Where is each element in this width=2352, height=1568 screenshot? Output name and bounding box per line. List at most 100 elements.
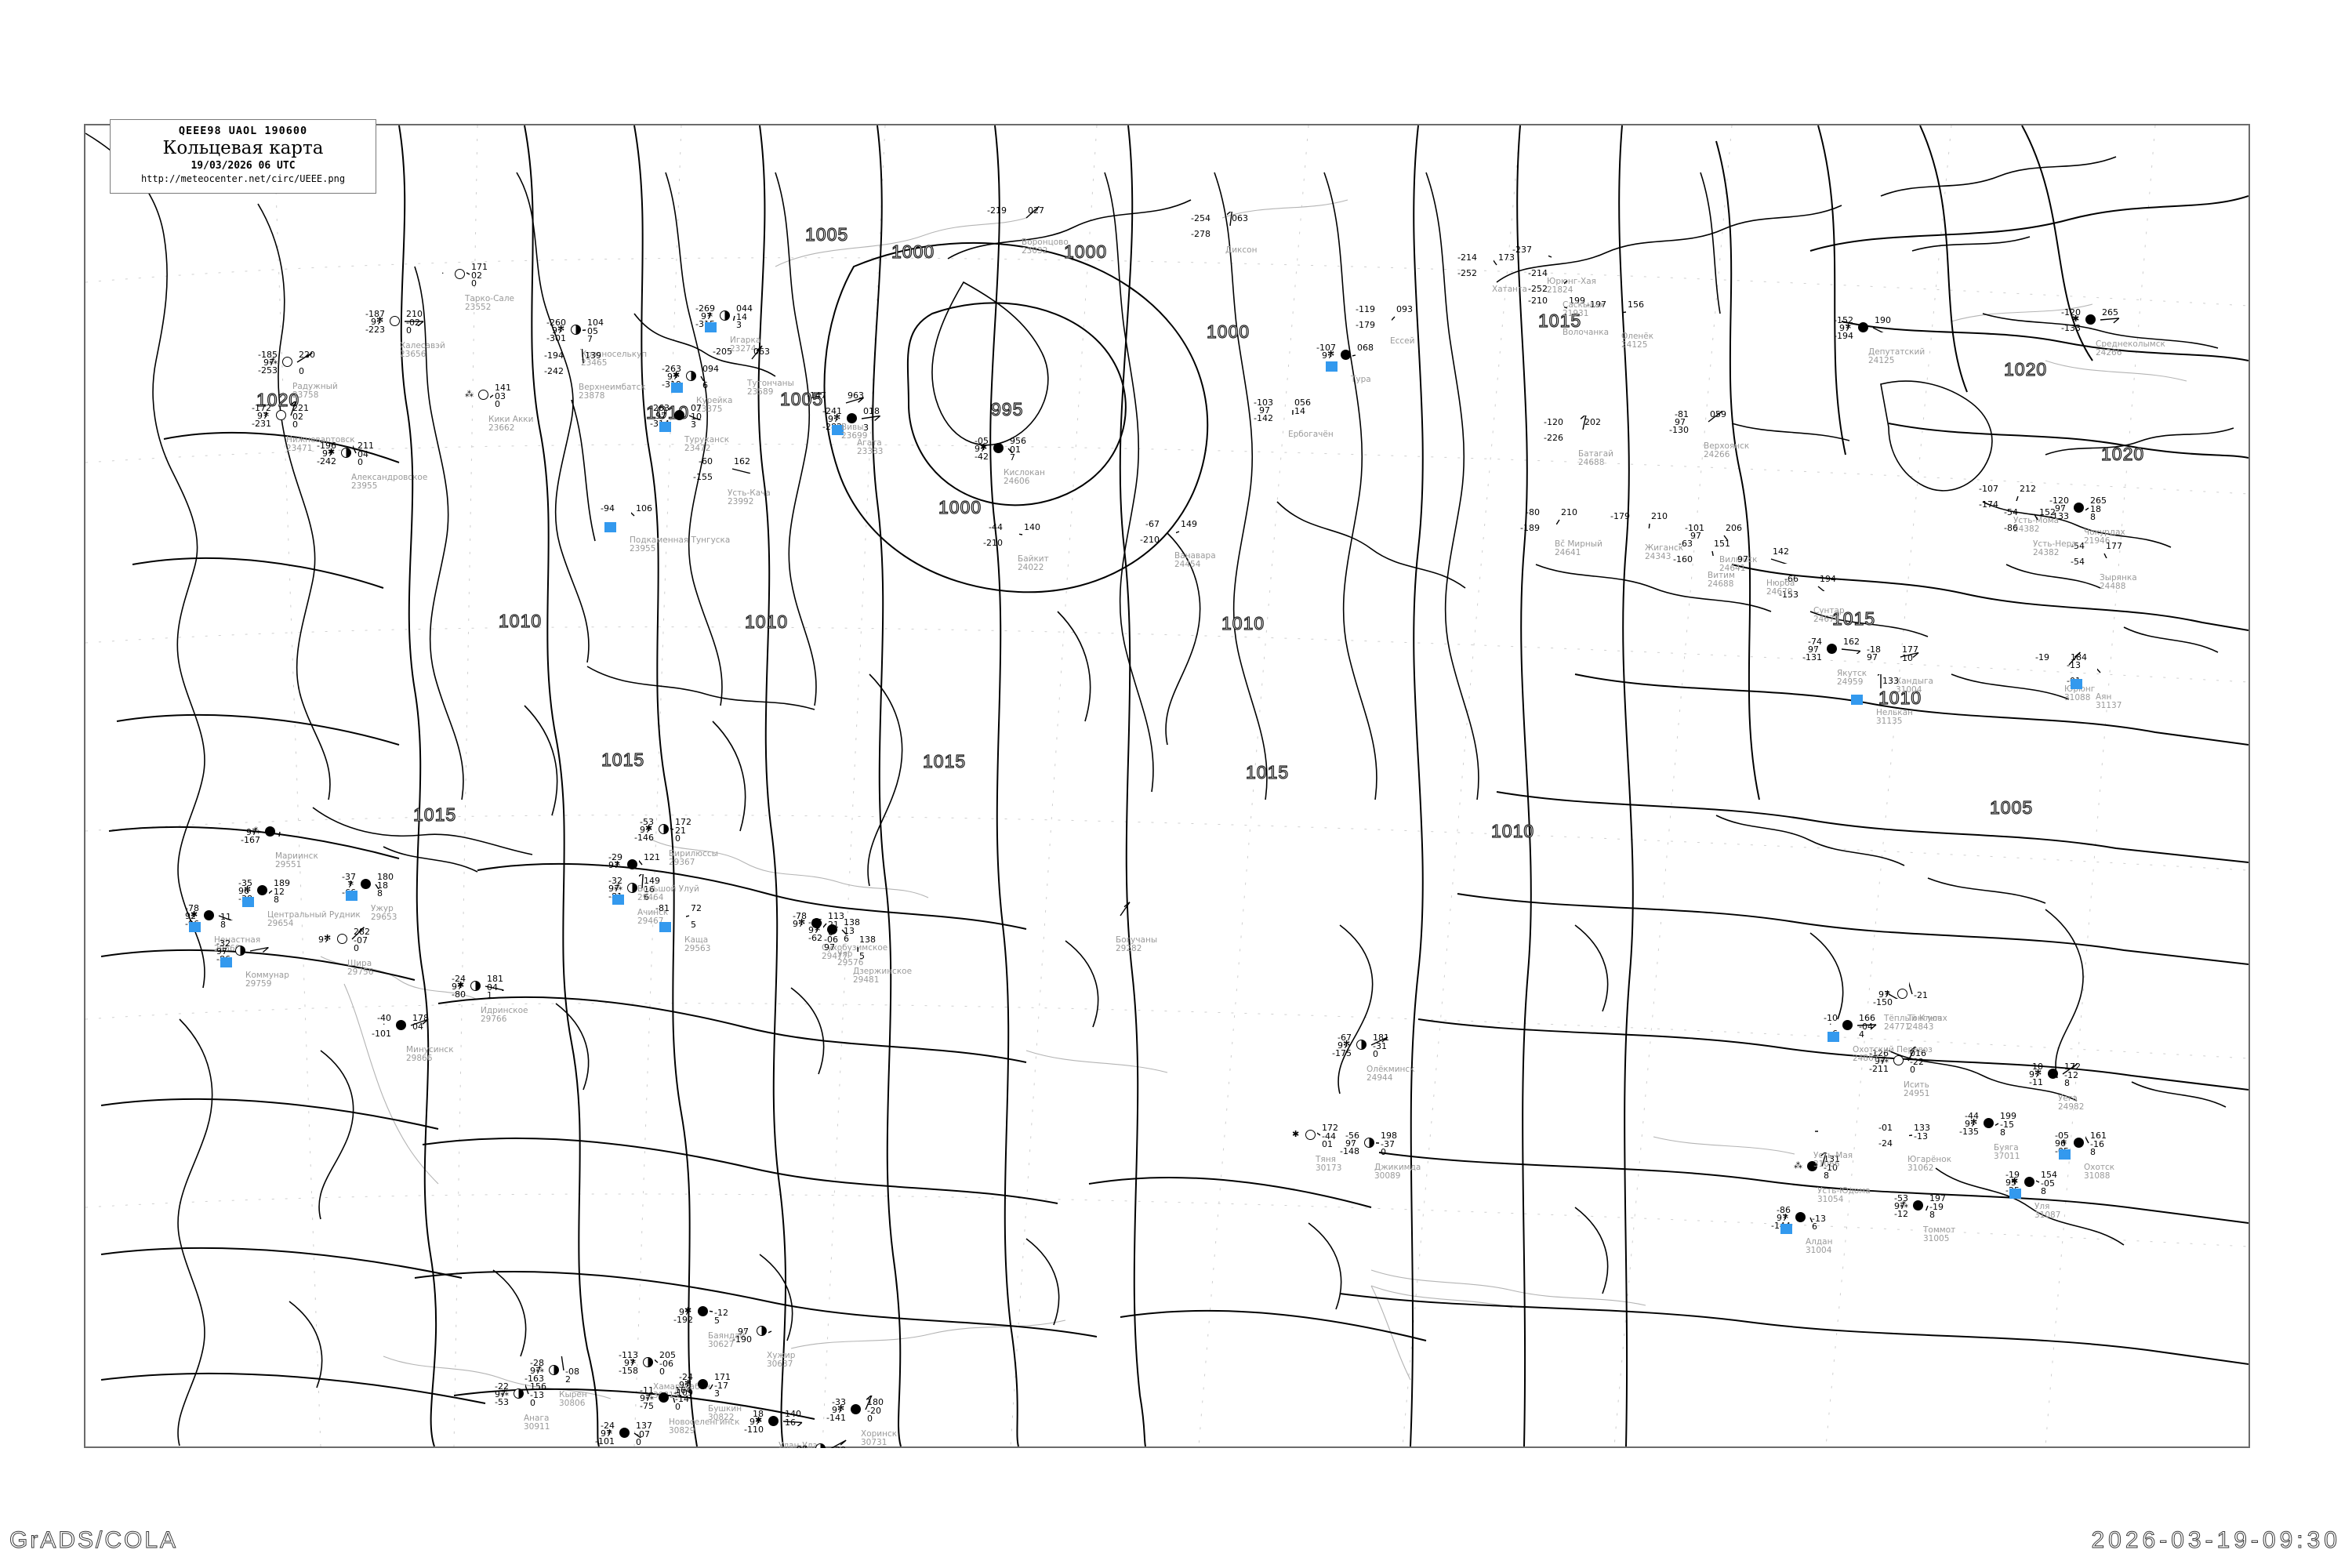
station-pressure-tendency: -19: [1929, 1202, 1944, 1212]
station-visibility: 97: [318, 935, 329, 945]
station-visibility: 97: [322, 448, 333, 459]
wind-barb: [1176, 531, 1180, 534]
station-pressure: 133: [1882, 676, 1899, 686]
station-pressure-tendency: 10: [691, 412, 702, 422]
station-low-cloud: 3: [714, 1388, 720, 1399]
station-temperature: -60: [699, 456, 713, 466]
cloud-cover-symbol: [1984, 1118, 1994, 1128]
station-visibility: 97: [1894, 1201, 1905, 1211]
station-name-label: Уяр 29576: [837, 950, 863, 967]
isobar-label: 1015: [601, 749, 645, 770]
station-name-label: Аян 31137: [2096, 693, 2122, 710]
station-name: Ессей: [1390, 336, 1415, 346]
station-visibility: 97: [495, 1389, 506, 1399]
station-name: Новоселенгинск: [669, 1417, 740, 1427]
station-temperature: -120: [2049, 495, 2069, 506]
wind-barb: [410, 1018, 429, 1026]
station-pressure-tendency: -02: [406, 318, 420, 328]
station-pressure-tendency: 02: [471, 270, 482, 281]
station-dewpoint: -242: [544, 366, 564, 376]
station-low-cloud: 5: [691, 920, 696, 930]
station-name-label: Диксон: [1225, 246, 1257, 255]
station-pressure: 198: [1381, 1131, 1397, 1141]
present-weather-symbol: ⁂: [645, 1392, 654, 1402]
station-wmo-id: 24688: [1708, 579, 1734, 589]
wind-barb: [700, 376, 705, 381]
cloud-cover-symbol: [815, 1443, 826, 1448]
wind-barb: [688, 415, 702, 420]
cloud-cover-symbol: [811, 918, 822, 928]
station-name: Диксон: [1225, 245, 1258, 255]
station-visibility: 97: [1878, 989, 1889, 1000]
station-name-label: Радужный 23758: [292, 383, 338, 399]
station-temperature: -210: [1528, 296, 1548, 306]
station-name: Кики Акки: [488, 415, 534, 424]
station-name: Чокурдах: [2084, 528, 2125, 537]
station-wmo-id: 30822: [708, 1412, 735, 1422]
wind-barb: [290, 401, 296, 416]
station-dewpoint: -141: [826, 1413, 846, 1423]
station-low-cloud: 8: [220, 920, 226, 930]
station-dewpoint: -86: [2004, 523, 2018, 533]
station-name-label: Уега 24982: [2058, 1094, 2084, 1111]
wind-barb: [1580, 416, 1587, 430]
station-temperature: -24: [679, 1372, 693, 1382]
station-visibility: 97: [1675, 417, 1686, 427]
precipitation-indicator: [659, 422, 671, 432]
station-wmo-id: 24641: [1719, 563, 1746, 573]
station-visibility: 97: [738, 1327, 749, 1337]
station-name: Тонгулах: [1907, 1014, 1947, 1023]
station-dewpoint: -179: [1356, 320, 1375, 330]
station-pressure: 133: [1914, 1123, 1930, 1133]
station-name-label: Кики Акки 23662: [488, 416, 533, 432]
station-wmo-id: 24488: [2100, 581, 2126, 591]
station-wmo-id: 24843: [1907, 1022, 1934, 1032]
station-name-label: Большой Улуй 29464: [637, 885, 699, 902]
isobar-label: 1020: [2100, 443, 2145, 464]
wind-barb: [1392, 316, 1396, 321]
cloud-cover-symbol: [1795, 1212, 1806, 1222]
station-visibility: 97: [1338, 1040, 1348, 1051]
isobar-contours: [100, 125, 2249, 1446]
station-low-cloud: 2: [565, 1374, 571, 1385]
station-wmo-id: 30637: [767, 1359, 793, 1369]
station-pressure-tendency: 21: [675, 826, 686, 836]
station-visibility: 97: [2055, 503, 2066, 514]
wind-barb: [466, 272, 470, 275]
station-dewpoint: -175: [1332, 1048, 1352, 1058]
station-low-cloud: 0: [659, 1367, 665, 1377]
station-name: Игарка: [730, 336, 761, 345]
station-pressure: 963: [848, 390, 864, 401]
station-wmo-id: 23955: [630, 543, 656, 554]
wind-barb: [861, 415, 881, 422]
cloud-cover-symbol: [1305, 1130, 1316, 1140]
station-dewpoint: -242: [317, 456, 336, 466]
station-pressure-tendency: -10: [1824, 1163, 1838, 1173]
station-visibility: 97: [667, 372, 678, 382]
station-pressure: 180: [867, 1397, 884, 1407]
station-pressure: 121: [644, 852, 660, 862]
precipitation-indicator: [2009, 1189, 2021, 1199]
station-temperature: -196: [317, 441, 336, 451]
station-dewpoint: -210: [1140, 535, 1160, 545]
station-name: Анага: [524, 1414, 550, 1423]
station-wmo-id: 29481: [853, 975, 880, 985]
present-weather-symbol: ∗: [606, 1427, 614, 1437]
station-pressure-tendency: 10: [1902, 653, 1913, 663]
station-name: Витим: [1708, 571, 1735, 580]
station-pressure: 171: [714, 1372, 731, 1382]
station-name-label: Хатанга: [1492, 285, 1527, 294]
wind-barb: [845, 397, 865, 404]
station-wmo-id: 24679: [1766, 586, 1793, 597]
isobar-label: 1020: [256, 389, 300, 410]
station-temperature: 10: [2032, 1062, 2043, 1072]
station-wmo-id: 24771: [1884, 1022, 1911, 1032]
station-name-label: Подкаменная Тунгуска 23955: [630, 536, 730, 553]
station-pressure: 172: [1322, 1123, 1338, 1133]
station-name: Юрюнг-Хая: [1547, 277, 1596, 286]
station-temperature: -66: [1784, 574, 1798, 584]
station-pressure: 152: [2039, 507, 2056, 517]
station-dewpoint: -142: [1254, 413, 1273, 423]
station-name: Среднеколымск: [2096, 339, 2165, 349]
station-temperature: -63: [1679, 539, 1693, 549]
